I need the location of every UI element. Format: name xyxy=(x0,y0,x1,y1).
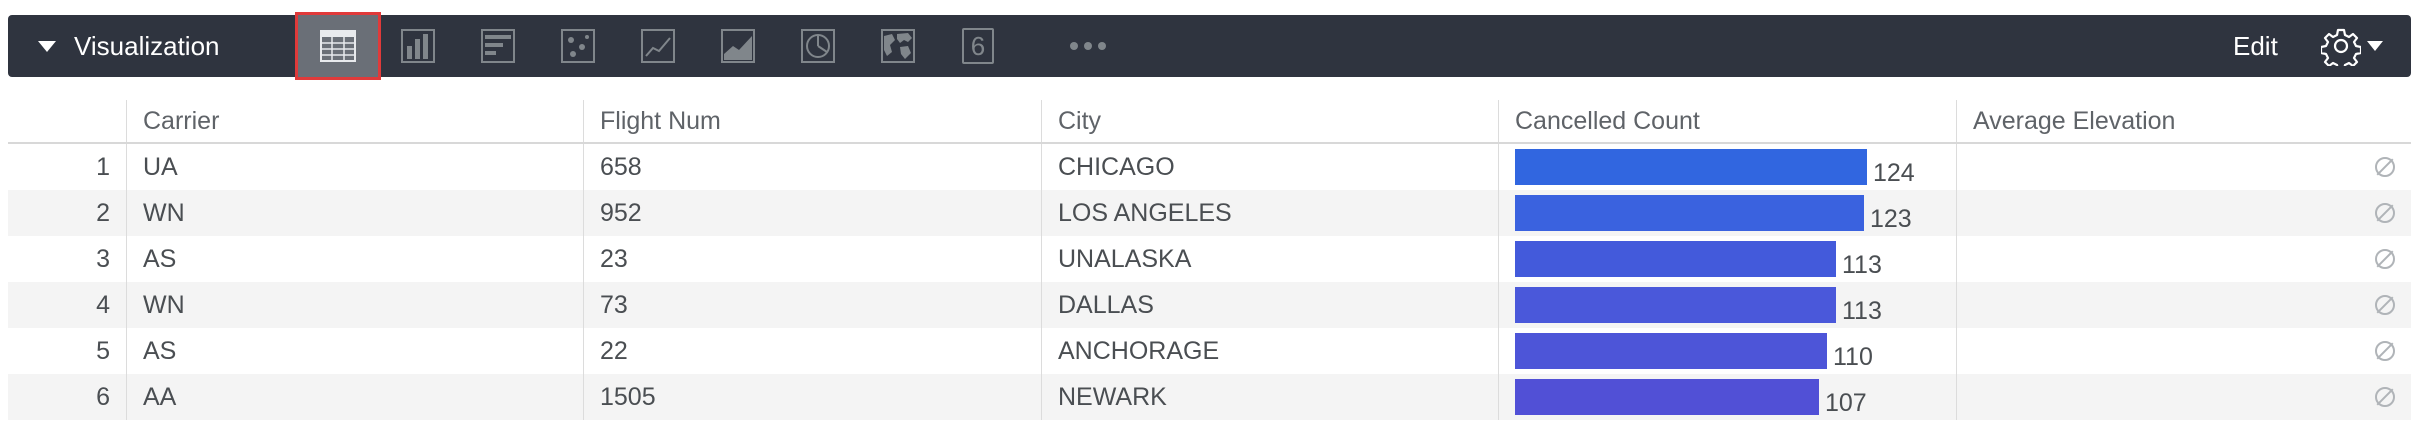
table-row: 4 WN 73 DALLAS 113 xyxy=(8,282,2411,328)
city-cell: CHICAGO xyxy=(1041,144,1498,190)
area-vis-button[interactable] xyxy=(698,15,778,77)
cancelled-count-value: 113 xyxy=(1842,296,1882,325)
cancelled-count-cell: 107 xyxy=(1498,374,1956,420)
chevron-down-icon xyxy=(2367,41,2383,51)
cancelled-count-value: 107 xyxy=(1825,388,1867,417)
row-index: 4 xyxy=(96,290,110,319)
column-header-cancelled-count[interactable]: Cancelled Count xyxy=(1498,100,1956,142)
null-value-icon xyxy=(2375,249,2395,269)
average-elevation-cell xyxy=(1956,282,2411,328)
null-value-icon xyxy=(2375,295,2395,315)
row-index: 2 xyxy=(96,198,110,227)
table-row: 1 UA 658 CHICAGO 124 xyxy=(8,144,2411,190)
city-cell: UNALASKA xyxy=(1041,236,1498,282)
table-icon xyxy=(320,30,356,62)
table-vis-button[interactable] xyxy=(295,12,381,80)
table-row: 2 WN 952 LOS ANGELES 123 xyxy=(8,190,2411,236)
column-header-average-elevation[interactable]: Average Elevation xyxy=(1956,100,2411,142)
table-body: 1 UA 658 CHICAGO 124 2 WN 952 LOS ANGELES 123 3 AS 2… xyxy=(8,144,2411,420)
cancelled-count-cell: 124 xyxy=(1498,144,1956,190)
cancelled-count-value: 113 xyxy=(1842,250,1882,279)
column-header-carrier[interactable]: Carrier xyxy=(126,100,583,142)
flight-num-cell: 23 xyxy=(583,236,1041,282)
cancelled-count-bar xyxy=(1515,241,1836,277)
carrier-cell: AS xyxy=(126,236,583,282)
city-cell: NEWARK xyxy=(1041,374,1498,420)
column-header-city[interactable]: City xyxy=(1041,100,1498,142)
flight-num-cell: 658 xyxy=(583,144,1041,190)
cancelled-count-bar xyxy=(1515,379,1819,415)
scatter-chart-icon xyxy=(561,29,595,63)
carrier-cell: WN xyxy=(126,282,583,328)
cancelled-count-bar xyxy=(1515,195,1864,231)
bar-vis-button[interactable] xyxy=(458,15,538,77)
single-value-icon: 6 xyxy=(962,28,994,64)
flight-num-cell: 73 xyxy=(583,282,1041,328)
flight-num-cell: 1505 xyxy=(583,374,1041,420)
settings-dropdown-button[interactable] xyxy=(2321,15,2391,77)
average-elevation-cell xyxy=(1956,374,2411,420)
null-value-icon xyxy=(2375,157,2395,177)
city-cell: DALLAS xyxy=(1041,282,1498,328)
city-cell: LOS ANGELES xyxy=(1041,190,1498,236)
single-value-vis-button[interactable]: 6 xyxy=(938,15,1018,77)
line-vis-button[interactable] xyxy=(618,15,698,77)
scatter-vis-button[interactable] xyxy=(538,15,618,77)
average-elevation-cell xyxy=(1956,328,2411,374)
cancelled-count-cell: 113 xyxy=(1498,282,1956,328)
map-icon xyxy=(881,29,915,63)
caret-down-icon xyxy=(38,40,56,52)
carrier-cell: AS xyxy=(126,328,583,374)
row-index: 1 xyxy=(96,152,110,181)
cancelled-count-bar xyxy=(1515,333,1827,369)
row-index: 6 xyxy=(96,382,110,411)
flight-num-cell: 952 xyxy=(583,190,1041,236)
edit-button[interactable]: Edit xyxy=(2233,30,2278,61)
pie-chart-icon xyxy=(801,29,835,63)
carrier-cell: WN xyxy=(126,190,583,236)
cancelled-count-cell: 110 xyxy=(1498,328,1956,374)
data-table: Carrier Flight Num City Cancelled Count … xyxy=(8,100,2411,420)
visualization-toolbar: Visualization xyxy=(8,12,2411,80)
line-chart-icon xyxy=(641,29,675,63)
cancelled-count-cell: 123 xyxy=(1498,190,1956,236)
table-header: Carrier Flight Num City Cancelled Count … xyxy=(8,100,2411,144)
area-chart-icon xyxy=(721,29,755,63)
row-index: 3 xyxy=(96,244,110,273)
row-index: 5 xyxy=(96,336,110,365)
more-icon[interactable] xyxy=(1048,15,1128,77)
table-row: 5 AS 22 ANCHORAGE 110 xyxy=(8,328,2411,374)
cancelled-count-value: 124 xyxy=(1873,158,1915,187)
carrier-cell: UA xyxy=(126,144,583,190)
average-elevation-cell xyxy=(1956,236,2411,282)
map-vis-button[interactable] xyxy=(858,15,938,77)
visualization-collapse-toggle[interactable]: Visualization xyxy=(38,15,220,77)
cancelled-count-cell: 113 xyxy=(1498,236,1956,282)
table-row: 6 AA 1505 NEWARK 107 xyxy=(8,374,2411,420)
average-elevation-cell xyxy=(1956,190,2411,236)
gear-icon xyxy=(2321,28,2361,66)
cancelled-count-value: 110 xyxy=(1833,342,1873,371)
average-elevation-cell xyxy=(1956,144,2411,190)
flight-num-cell: 22 xyxy=(583,328,1041,374)
null-value-icon xyxy=(2375,203,2395,223)
null-value-icon xyxy=(2375,341,2395,361)
visualization-title: Visualization xyxy=(74,30,220,61)
cancelled-count-value: 123 xyxy=(1870,204,1912,233)
cancelled-count-bar xyxy=(1515,287,1836,323)
cancelled-count-bar xyxy=(1515,149,1867,185)
bar-chart-icon xyxy=(481,29,515,63)
pie-vis-button[interactable] xyxy=(778,15,858,77)
column-header-flight-num[interactable]: Flight Num xyxy=(583,100,1041,142)
column-chart-icon xyxy=(401,29,435,63)
column-vis-button[interactable] xyxy=(378,15,458,77)
null-value-icon xyxy=(2375,387,2395,407)
table-row: 3 AS 23 UNALASKA 113 xyxy=(8,236,2411,282)
city-cell: ANCHORAGE xyxy=(1041,328,1498,374)
row-index-header xyxy=(8,100,126,142)
carrier-cell: AA xyxy=(126,374,583,420)
